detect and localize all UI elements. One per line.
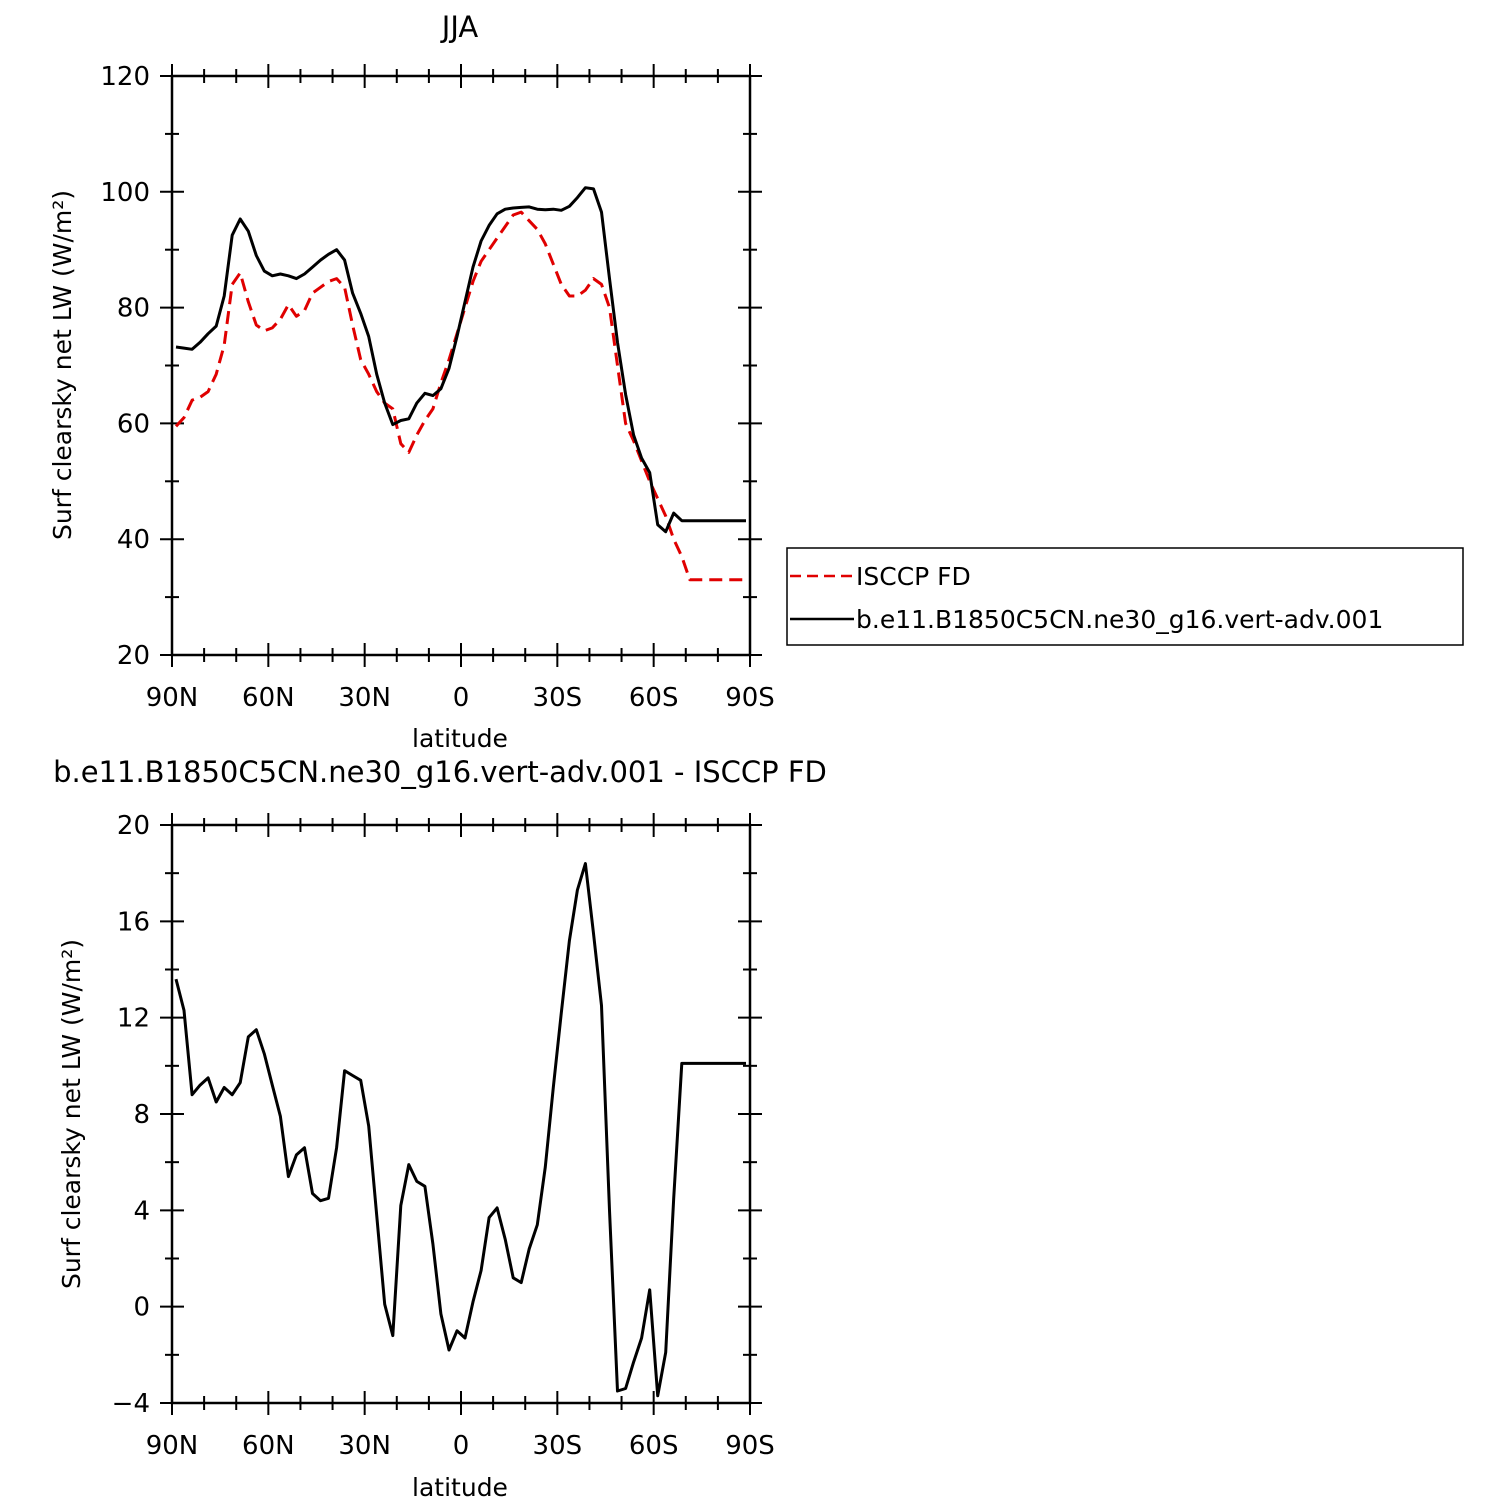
y-tick-label: 100 <box>100 178 150 208</box>
bot-series-line-0 <box>174 862 746 1398</box>
x-tick-label: 0 <box>453 1431 470 1461</box>
y-tick-label: 80 <box>117 294 150 324</box>
y-tick-label: 16 <box>117 907 150 937</box>
y-tick-label: −4 <box>112 1389 150 1419</box>
x-tick-label: 90S <box>725 683 775 713</box>
bottom-x-tick-labels: 90N 60N 30N 0 30S 60S 90S <box>146 1431 775 1461</box>
y-tick-label: 8 <box>133 1100 150 1130</box>
x-tick-label: 90S <box>725 1431 775 1461</box>
y-tick-label: 120 <box>100 62 150 92</box>
top-series-layer <box>174 186 746 582</box>
top-y-tick-labels: 20 40 60 80 100 120 <box>100 62 150 671</box>
y-tick-label: 40 <box>117 525 150 555</box>
bottom-ticks <box>160 813 762 1415</box>
bottom-y-axis-title: Surf clearsky net LW (W/m²) <box>57 939 86 1289</box>
x-tick-label: 0 <box>453 683 470 713</box>
top-y-axis-title: Surf clearsky net LW (W/m²) <box>48 190 77 540</box>
y-tick-label: 0 <box>133 1293 150 1323</box>
x-tick-label: 60S <box>629 1431 679 1461</box>
bottom-series-layer <box>174 862 746 1398</box>
top-ticks <box>160 64 762 667</box>
y-tick-label: 12 <box>117 1004 150 1034</box>
top-x-tick-labels: 90N 60N 30N 0 30S 60S 90S <box>146 683 775 713</box>
bottom-x-axis-title: latitude <box>412 1473 508 1502</box>
bottom-plot-frame <box>170 823 752 1405</box>
x-tick-label: 90N <box>146 683 199 713</box>
bottom-panel: b.e11.B1850C5CN.ne30_g16.vert-adv.001 - … <box>53 755 827 1502</box>
top-x-axis-title: latitude <box>412 724 508 753</box>
x-tick-label: 90N <box>146 1431 199 1461</box>
bottom-y-tick-labels: −4 0 4 8 12 16 20 <box>112 811 150 1419</box>
x-tick-label: 30S <box>533 1431 583 1461</box>
x-tick-label: 60N <box>242 683 295 713</box>
y-tick-label: 4 <box>133 1196 150 1226</box>
x-tick-label: 30S <box>533 683 583 713</box>
y-tick-label: 20 <box>117 641 150 671</box>
legend-box <box>786 547 1464 646</box>
x-tick-label: 60S <box>629 683 679 713</box>
legend: ISCCP FD b.e11.B1850C5CN.ne30_g16.vert-a… <box>786 547 1464 646</box>
bottom-chart-title: b.e11.B1850C5CN.ne30_g16.vert-adv.001 - … <box>53 755 827 789</box>
legend-label-model: b.e11.B1850C5CN.ne30_g16.vert-adv.001 <box>856 605 1383 634</box>
x-tick-label: 30N <box>338 683 391 713</box>
x-tick-label: 30N <box>338 1431 391 1461</box>
top-chart-title: JJA <box>440 10 479 44</box>
x-tick-label: 60N <box>242 1431 295 1461</box>
y-tick-label: 20 <box>117 811 150 841</box>
legend-label-isccp: ISCCP FD <box>856 562 971 591</box>
top-panel: JJA 90N 60N 30N 0 30S 60S 90S 20 40 60 80 100 120 l… <box>48 10 775 753</box>
top-series-line-1 <box>175 186 746 534</box>
y-tick-label: 60 <box>117 409 150 439</box>
top-plot-frame <box>170 74 752 657</box>
